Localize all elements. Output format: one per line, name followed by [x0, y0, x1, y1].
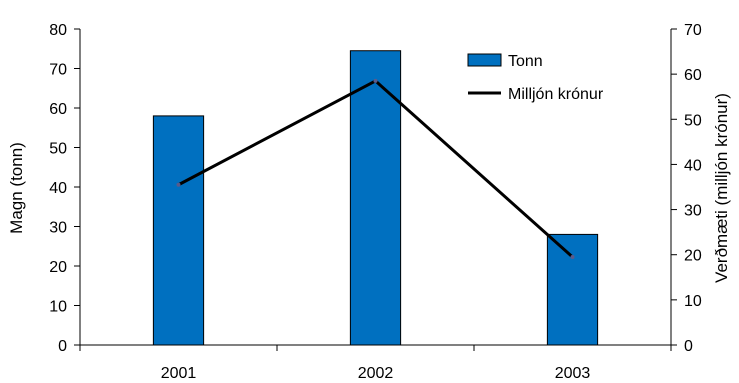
legend: Tonn Milljón krónur	[467, 53, 604, 103]
y2-axis-title: Verðmæti (milljón krónur)	[712, 93, 731, 283]
x-tick-label: 2003	[555, 365, 591, 382]
left-tick-label: 80	[49, 22, 67, 39]
legend-label-line: Milljón krónur	[508, 86, 604, 103]
y-axis-title: Magn (tonn)	[7, 142, 26, 234]
right-tick-label: 30	[684, 203, 702, 220]
bar	[349, 50, 402, 346]
right-tick-label: 70	[684, 22, 702, 39]
line-point	[373, 78, 378, 83]
right-tick-label: 20	[684, 248, 702, 265]
left-tick-label: 70	[49, 62, 67, 79]
left-tick-label: 0	[58, 338, 67, 355]
right-tick-label: 10	[684, 293, 702, 310]
left-tick-label: 30	[49, 220, 67, 237]
line-series	[176, 78, 575, 259]
legend-label-bar: Tonn	[508, 53, 543, 70]
left-tick-label: 60	[49, 101, 67, 118]
left-tick-label: 40	[49, 180, 67, 197]
right-tick-label: 50	[684, 112, 702, 129]
right-tick-label: 0	[684, 338, 693, 355]
bar	[152, 115, 205, 346]
x-tick-label: 2001	[161, 365, 197, 382]
right-tick-label: 60	[684, 67, 702, 84]
x-tick-label: 2002	[358, 365, 394, 382]
left-tick-label: 10	[49, 299, 67, 316]
line-point	[176, 182, 181, 187]
left-y-axis: 0 10 20 30 40 50 60 70 80	[49, 22, 81, 355]
right-tick-label: 40	[684, 157, 702, 174]
right-y-axis: 0 10 20 30 40 50 60 70	[670, 22, 702, 355]
left-tick-label: 50	[49, 141, 67, 158]
line-point	[570, 254, 575, 259]
legend-swatch-bar	[467, 53, 502, 67]
left-tick-label: 20	[49, 259, 67, 276]
bar	[546, 233, 599, 346]
x-axis: 2001 2002 2003	[79, 344, 672, 382]
bar-series	[152, 50, 599, 346]
